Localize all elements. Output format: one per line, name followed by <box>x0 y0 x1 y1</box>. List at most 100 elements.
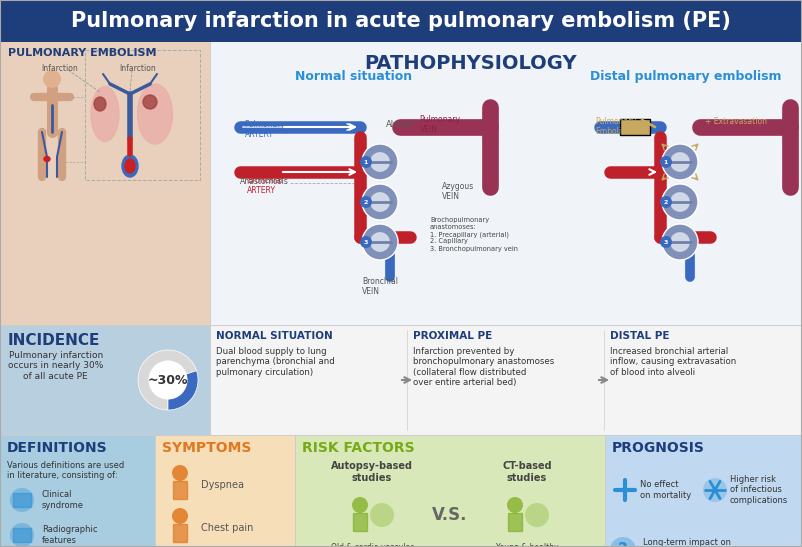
Circle shape <box>370 192 390 212</box>
Circle shape <box>662 224 698 260</box>
Text: + Extravasation: + Extravasation <box>705 117 767 126</box>
Text: NORMAL SITUATION: NORMAL SITUATION <box>216 331 333 341</box>
FancyBboxPatch shape <box>605 435 802 547</box>
Circle shape <box>360 196 372 208</box>
Circle shape <box>172 465 188 481</box>
Wedge shape <box>168 371 198 410</box>
Circle shape <box>670 152 690 172</box>
Text: 3: 3 <box>664 240 668 245</box>
Text: PULMONARY EMBOLISM: PULMONARY EMBOLISM <box>8 48 156 58</box>
Circle shape <box>362 144 398 180</box>
Text: Bronchial
VEIN: Bronchial VEIN <box>362 277 398 296</box>
Text: 1: 1 <box>664 160 668 165</box>
Text: Higher risk
of infectious
complications: Higher risk of infectious complications <box>730 475 788 505</box>
Bar <box>173 481 187 499</box>
Text: PROGNOSIS: PROGNOSIS <box>612 441 705 455</box>
Circle shape <box>507 497 523 513</box>
Circle shape <box>362 224 398 260</box>
FancyBboxPatch shape <box>0 325 210 435</box>
Circle shape <box>148 360 188 399</box>
Circle shape <box>670 232 690 252</box>
Text: Pulmonary infarction
occurs in nearly 30%
of all acute PE: Pulmonary infarction occurs in nearly 30… <box>8 351 103 381</box>
Ellipse shape <box>91 86 119 142</box>
Circle shape <box>660 196 672 208</box>
Text: PROXIMAL PE: PROXIMAL PE <box>413 331 492 341</box>
Text: 3: 3 <box>364 240 368 245</box>
Ellipse shape <box>94 97 106 111</box>
Text: DISTAL PE: DISTAL PE <box>610 331 670 341</box>
FancyBboxPatch shape <box>210 42 802 325</box>
Text: Old & cardio-vascular
comorbidity
Increased pulmonary
venous pressure: Old & cardio-vascular comorbidity Increa… <box>330 543 413 547</box>
Circle shape <box>138 350 198 410</box>
Circle shape <box>670 192 690 212</box>
FancyBboxPatch shape <box>0 435 155 547</box>
Text: CT-based
studies: CT-based studies <box>502 461 552 482</box>
FancyBboxPatch shape <box>295 435 605 547</box>
Text: INCIDENCE: INCIDENCE <box>8 333 100 348</box>
Circle shape <box>362 184 398 220</box>
Circle shape <box>43 70 61 88</box>
Ellipse shape <box>44 156 50 161</box>
Text: Dual blood supply to lung
parenchyma (bronchial and
pulmonary circulation): Dual blood supply to lung parenchyma (br… <box>216 347 334 377</box>
Text: PATHOPHYSIOLOGY: PATHOPHYSIOLOGY <box>365 54 577 73</box>
Ellipse shape <box>143 95 157 109</box>
FancyBboxPatch shape <box>0 325 210 435</box>
FancyBboxPatch shape <box>0 0 802 42</box>
Circle shape <box>660 236 672 248</box>
Circle shape <box>703 478 727 502</box>
Bar <box>13 493 31 507</box>
Text: V.S.: V.S. <box>432 506 468 524</box>
Circle shape <box>360 236 372 248</box>
Circle shape <box>370 503 394 527</box>
Text: Clinical
syndrome: Clinical syndrome <box>42 490 84 510</box>
Text: Pulmonary infarction in acute pulmonary embolism (PE): Pulmonary infarction in acute pulmonary … <box>71 11 731 31</box>
Text: Alveoli: Alveoli <box>386 120 414 129</box>
Text: 1: 1 <box>364 160 368 165</box>
Circle shape <box>10 488 34 512</box>
Ellipse shape <box>122 155 138 177</box>
Text: Long-term impact on
pain, dyspnea and chronic
thromboembolic pulmonary
hypertens: Long-term impact on pain, dyspnea and ch… <box>643 538 760 547</box>
Text: Infarction: Infarction <box>42 64 79 73</box>
Text: Radiographic
features: Radiographic features <box>42 525 98 545</box>
Circle shape <box>10 523 34 547</box>
Ellipse shape <box>137 84 172 144</box>
Circle shape <box>660 156 672 168</box>
Text: RISK FACTORS: RISK FACTORS <box>302 441 415 455</box>
FancyBboxPatch shape <box>155 435 295 547</box>
FancyBboxPatch shape <box>0 42 210 325</box>
Circle shape <box>525 503 549 527</box>
Text: Normal situation: Normal situation <box>295 70 412 83</box>
Text: Pulmonary
VEIN: Pulmonary VEIN <box>419 115 460 135</box>
Text: Distal pulmonary embolism: Distal pulmonary embolism <box>590 70 781 83</box>
Bar <box>353 513 367 531</box>
Circle shape <box>172 508 188 524</box>
Text: Anastomosis: Anastomosis <box>240 177 289 186</box>
Wedge shape <box>138 350 196 410</box>
Text: 2: 2 <box>664 200 668 205</box>
Text: Bronchial
ARTERY: Bronchial ARTERY <box>247 176 283 195</box>
Bar <box>13 528 31 542</box>
Circle shape <box>370 152 390 172</box>
Bar <box>508 513 522 531</box>
Text: 2: 2 <box>364 200 368 205</box>
Circle shape <box>352 497 368 513</box>
FancyBboxPatch shape <box>620 119 650 135</box>
Circle shape <box>360 156 372 168</box>
Circle shape <box>662 184 698 220</box>
Bar <box>173 524 187 542</box>
Circle shape <box>662 144 698 180</box>
FancyBboxPatch shape <box>210 325 802 435</box>
Text: DEFINITIONS: DEFINITIONS <box>7 441 107 455</box>
Text: ~30%: ~30% <box>148 374 188 387</box>
Text: Autopsy-based
studies: Autopsy-based studies <box>331 461 413 482</box>
Text: Brochopulmonary
anastomoses:
1. Precapillary (arterial)
2. Capillary
3. Bronchop: Brochopulmonary anastomoses: 1. Precapil… <box>430 217 518 252</box>
Text: No effect
on mortality: No effect on mortality <box>640 480 691 500</box>
Text: Dyspnea: Dyspnea <box>201 480 244 490</box>
Text: Various definitions are used
in literature, consisting of:: Various definitions are used in literatu… <box>7 461 124 480</box>
Ellipse shape <box>125 159 135 173</box>
Circle shape <box>610 537 636 547</box>
Text: Infarction prevented by
bronchopulmonary anastomoses
(collateral flow distribute: Infarction prevented by bronchopulmonary… <box>413 347 554 387</box>
Text: Azygous
VEIN: Azygous VEIN <box>442 182 474 201</box>
Text: Chest pain: Chest pain <box>201 523 253 533</box>
Text: Young & healthy
Less developed
pulmonary collateral
system: Young & healthy Less developed pulmonary… <box>487 543 567 547</box>
